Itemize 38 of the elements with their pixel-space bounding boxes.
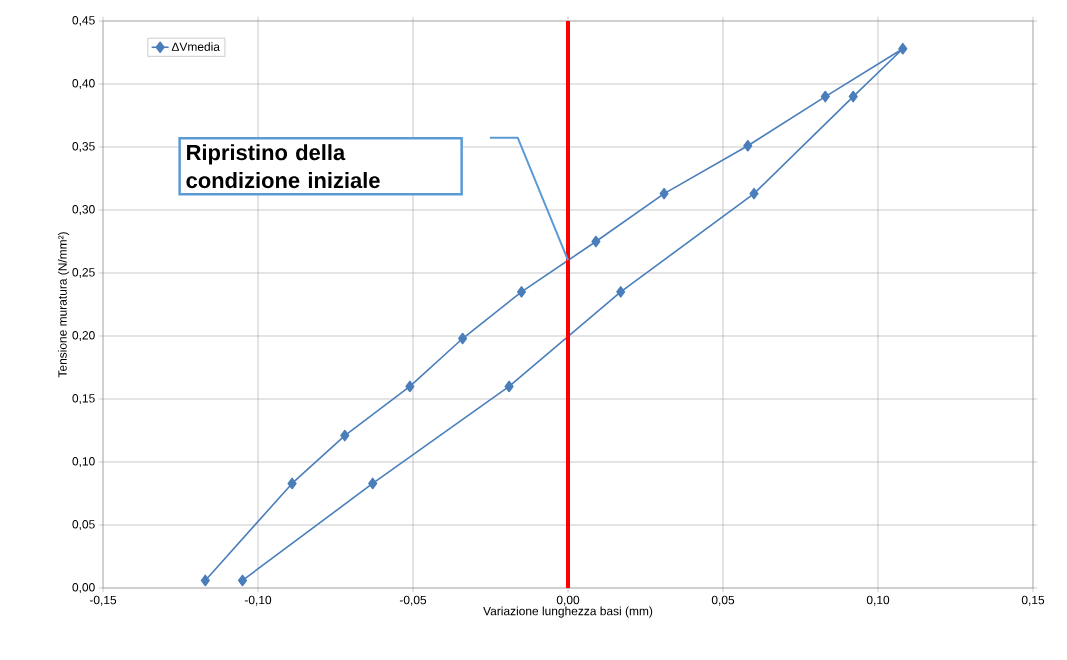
x-tick-label: 0,00 (556, 595, 580, 606)
x-tick-label: 0,05 (711, 595, 735, 606)
point (405, 380, 415, 393)
x-tick-label: -0,10 (244, 595, 272, 606)
x-tick-label: -0,05 (399, 595, 427, 606)
point (616, 286, 626, 298)
x-tick-label: -0,15 (89, 595, 117, 606)
y-tick-label: 0,05 (72, 520, 95, 530)
point (749, 187, 759, 200)
y-tick-label: 0,10 (72, 457, 95, 467)
y-tick-label: 0,40 (72, 79, 95, 89)
y-tick-label: 0,25 (72, 268, 95, 278)
y-tick-label: 0,35 (72, 142, 95, 152)
x-tick-label: 0,10 (866, 595, 890, 606)
point (516, 286, 527, 298)
x-tick-label: 0,15 (1021, 595, 1045, 606)
point (743, 139, 753, 152)
legend-label: ΔVmedia (171, 42, 220, 51)
point (368, 477, 378, 490)
point (659, 187, 669, 200)
point (287, 477, 297, 490)
y-tick-label: 0,20 (72, 331, 95, 341)
x-axis-title: Variazione lunghezza basi (mm) (483, 606, 653, 618)
y-tick-label: 0,00 (72, 583, 95, 593)
point (591, 235, 601, 248)
point (898, 42, 908, 55)
y-tick-label: 0,30 (72, 205, 95, 215)
y-tick-label: 0,15 (72, 394, 95, 404)
point (340, 429, 350, 442)
y-tick-label: 0,45 (72, 16, 95, 26)
y-axis-title: Tensione muratura (N/mm²) (57, 232, 70, 378)
point (504, 380, 514, 393)
point (237, 574, 248, 587)
point (820, 90, 830, 103)
annotation: Ripristino della condizione iniziale (186, 144, 380, 189)
point (458, 332, 468, 345)
point (848, 90, 858, 103)
point (200, 574, 210, 587)
